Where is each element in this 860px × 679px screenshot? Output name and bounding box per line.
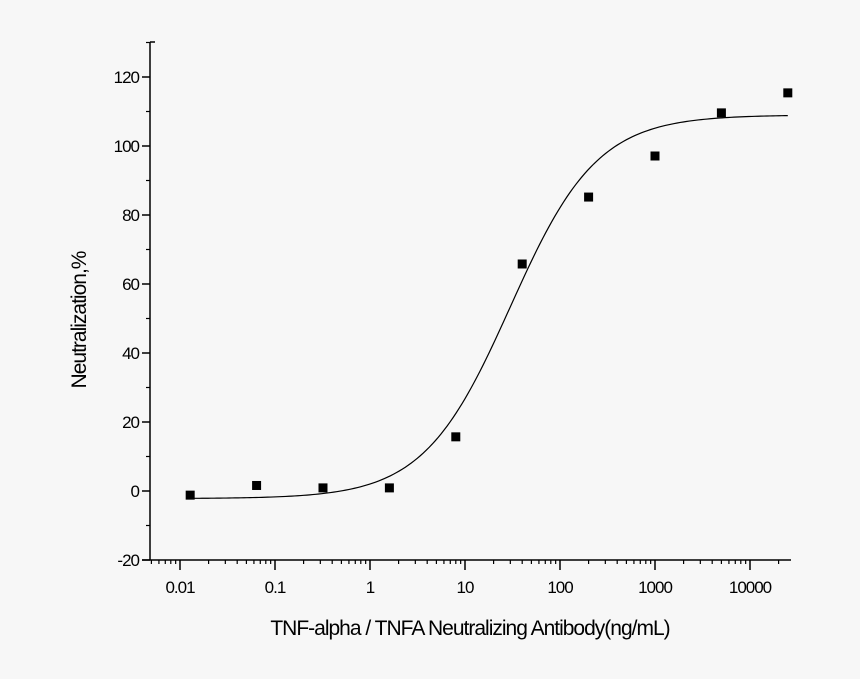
y-tick-label: 60 bbox=[122, 275, 139, 294]
data-point bbox=[650, 151, 660, 161]
data-point bbox=[584, 192, 594, 202]
data-point bbox=[451, 432, 461, 442]
y-tick-label: -20 bbox=[117, 551, 139, 570]
data-point bbox=[783, 88, 793, 98]
x-tick-label: 10000 bbox=[729, 578, 772, 597]
data-point bbox=[185, 490, 195, 500]
data-point bbox=[517, 259, 527, 269]
data-point bbox=[318, 483, 328, 493]
x-tick-label: 10 bbox=[457, 578, 474, 597]
fit-curve bbox=[190, 114, 788, 499]
x-tick-label: 100 bbox=[547, 578, 573, 597]
y-tick-label: 0 bbox=[131, 482, 140, 501]
y-tick-label: 100 bbox=[114, 137, 140, 156]
x-tick-label: 0.1 bbox=[265, 578, 286, 597]
y-tick-label: 120 bbox=[114, 68, 140, 87]
x-tick-label: 0.01 bbox=[165, 578, 195, 597]
y-tick-label: 20 bbox=[122, 413, 139, 432]
data-point bbox=[384, 483, 394, 493]
y-tick-label: 80 bbox=[122, 206, 139, 225]
data-markers bbox=[185, 88, 793, 500]
data-point bbox=[252, 480, 262, 490]
x-tick-label: 1000 bbox=[638, 578, 672, 597]
x-axis: 0.01 0.1 1 10 100 1000 10000 bbox=[142, 559, 791, 597]
y-tick-label: 40 bbox=[122, 344, 139, 363]
x-axis-title: TNF-alpha / TNFA Neutralizing Antibody(n… bbox=[270, 617, 669, 640]
data-point bbox=[716, 108, 726, 118]
x-tick-label: 1 bbox=[366, 578, 375, 597]
y-axis-title: Neutralization,% bbox=[68, 251, 91, 388]
y-axis: -20 0 20 40 60 80 100 120 bbox=[114, 41, 155, 570]
